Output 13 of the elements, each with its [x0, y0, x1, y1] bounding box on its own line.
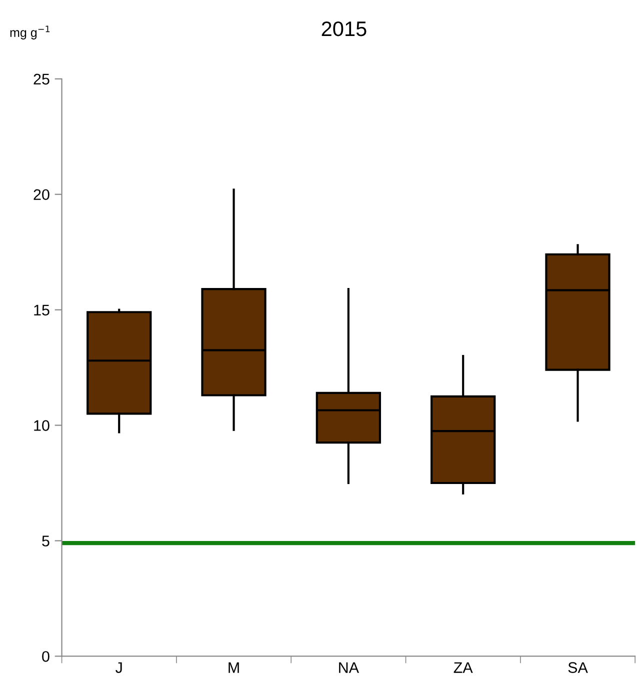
y-tick-label: 0 [42, 651, 50, 662]
y-tick-label: 25 [34, 74, 50, 85]
y-axis-title: mg g$^{−1}$ [10, 26, 50, 40]
y-tick-label: 15 [34, 304, 50, 316]
y-tick-label: 20 [34, 189, 50, 200]
x-tick-label: ZA [454, 662, 473, 673]
x-tick-label: SA [568, 662, 588, 673]
x-tick-label: NA [339, 662, 360, 673]
chart-title: 2015 [322, 21, 366, 36]
x-tick-label: M [228, 662, 239, 673]
y-tick-label: 10 [34, 420, 50, 431]
x-tick-label: J [116, 662, 122, 673]
y-tick-label: 5 [42, 536, 50, 546]
